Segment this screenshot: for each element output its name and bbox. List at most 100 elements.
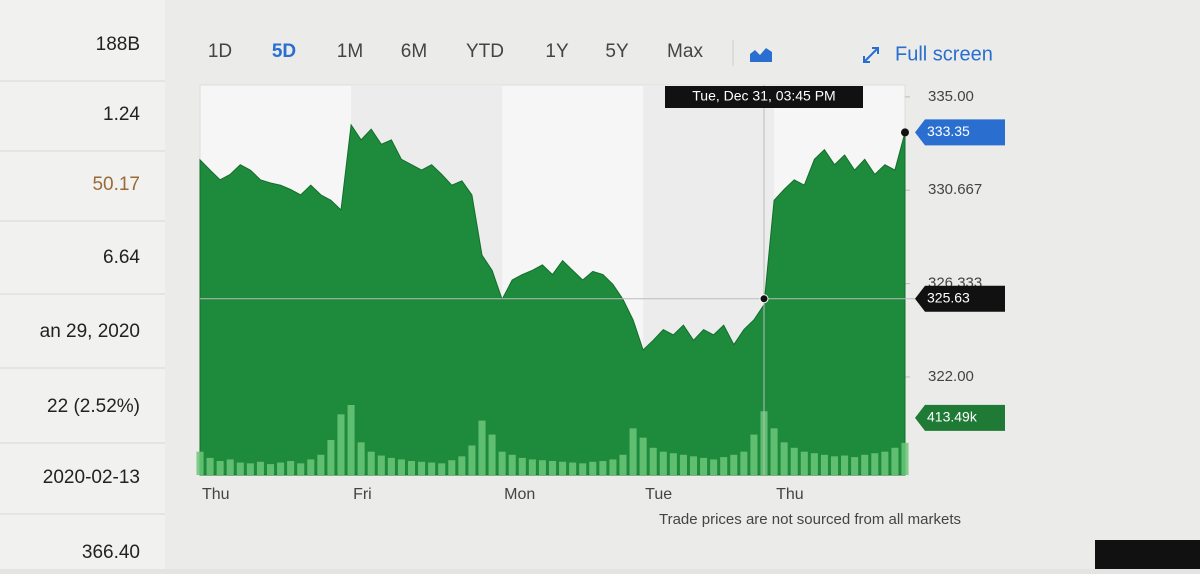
stat-value: 366.40 <box>82 542 140 563</box>
volume-bar <box>397 459 405 475</box>
volume-bar <box>579 463 587 475</box>
stat-value: 1.24 <box>103 104 140 125</box>
range-button[interactable]: 1M <box>337 41 363 62</box>
crosshair-dot <box>759 294 769 304</box>
volume-bar <box>438 463 446 475</box>
volume-bar <box>327 440 335 475</box>
volume-bar <box>770 428 778 475</box>
volume-bar <box>196 451 204 475</box>
volume-bar <box>266 464 275 475</box>
volume-bar <box>619 454 627 475</box>
sidebar-panel <box>0 0 165 569</box>
crosshair-price-label: 325.63 <box>927 289 970 305</box>
range-button[interactable]: 6M <box>401 41 427 62</box>
volume-bar <box>820 454 828 475</box>
volume-bar <box>700 457 708 475</box>
last-point <box>901 128 909 137</box>
volume-bar <box>407 461 416 475</box>
volume-bar <box>810 453 818 475</box>
volume-bar <box>387 457 395 475</box>
volume-bar <box>226 459 234 475</box>
full-screen-icon[interactable] <box>863 47 879 63</box>
volume-bar <box>841 455 849 475</box>
volume-bar <box>639 437 647 475</box>
volume-bar <box>559 461 567 475</box>
volume-bar <box>236 462 244 475</box>
volume-bar <box>256 461 264 475</box>
volume-bar <box>599 461 607 475</box>
x-tick-label: Thu <box>202 486 230 503</box>
range-button[interactable]: 1D <box>208 41 232 62</box>
volume-bar <box>851 457 859 475</box>
range-button[interactable]: 1Y <box>545 41 569 62</box>
volume-bar <box>830 456 839 475</box>
volume-bar <box>861 454 869 475</box>
volume-bar <box>790 447 798 475</box>
range-button[interactable]: 5Y <box>605 41 629 62</box>
volume-bar <box>569 462 577 475</box>
volume-bar <box>589 461 597 475</box>
x-tick-label: Thu <box>776 486 804 503</box>
x-tick-label: Fri <box>353 486 372 503</box>
volume-bar <box>206 457 214 475</box>
range-button[interactable]: Max <box>667 41 703 62</box>
volume-bar <box>528 459 536 475</box>
volume-bar <box>750 434 758 475</box>
volume-bar <box>468 445 476 475</box>
volume-bar <box>498 451 506 475</box>
volume-bar <box>246 463 254 475</box>
volume-bar <box>337 414 345 475</box>
y-tick-label: 322.00 <box>928 368 974 385</box>
volume-bar <box>609 459 617 475</box>
volume-bar <box>508 454 516 475</box>
stat-value: 22 (2.52%) <box>47 396 140 417</box>
stat-value: 50.17 <box>92 174 140 195</box>
volume-bar <box>367 451 375 475</box>
tooltip-box <box>665 86 863 108</box>
volume-bar <box>518 457 526 475</box>
full-screen-button[interactable]: Full screen <box>895 43 993 65</box>
volume-bar <box>679 454 687 475</box>
range-button[interactable]: YTD <box>466 41 504 62</box>
x-tick-label: Mon <box>504 486 535 503</box>
volume-bar <box>740 451 748 475</box>
volume-bar <box>347 405 355 475</box>
current-volume-label: 413.49k <box>927 409 978 425</box>
current-price-box <box>915 119 1005 146</box>
volume-bar <box>629 428 637 475</box>
stat-value: an 29, 2020 <box>40 321 140 342</box>
volume-bar <box>357 442 365 475</box>
volume-bar <box>488 434 496 475</box>
volume-bar <box>659 451 667 475</box>
volume-bar <box>780 442 788 475</box>
range-button[interactable]: 5D <box>272 41 296 62</box>
current-volume-box <box>915 404 1005 431</box>
volume-bar <box>881 451 889 475</box>
volume-bar <box>458 456 466 475</box>
volume-bar <box>538 460 546 475</box>
volume-bar <box>669 453 677 475</box>
crosshair-price-box <box>915 285 1005 312</box>
footer-note: Trade prices are not sourced from all ma… <box>659 511 961 528</box>
current-price-label: 333.35 <box>927 123 970 139</box>
tooltip-text: Tue, Dec 31, 03:45 PM <box>692 88 835 104</box>
stat-value: 2020-02-13 <box>43 467 140 488</box>
volume-bar <box>307 459 315 475</box>
chart-type-icon[interactable] <box>750 48 772 62</box>
volume-bar <box>448 460 456 475</box>
price-area <box>199 123 906 476</box>
volume-bar <box>710 459 718 475</box>
volume-bar <box>277 462 285 475</box>
y-tick-label: 335.00 <box>928 88 974 105</box>
volume-bar <box>548 461 557 475</box>
y-tick-label: 330.667 <box>928 181 982 198</box>
volume-bar <box>478 420 486 475</box>
volume-bar <box>730 454 738 475</box>
volume-bar <box>891 447 899 475</box>
volume-bar <box>800 451 808 475</box>
volume-bar <box>720 457 728 475</box>
volume-bar <box>418 461 426 475</box>
volume-bar <box>377 455 385 475</box>
volume-bar <box>649 447 657 475</box>
